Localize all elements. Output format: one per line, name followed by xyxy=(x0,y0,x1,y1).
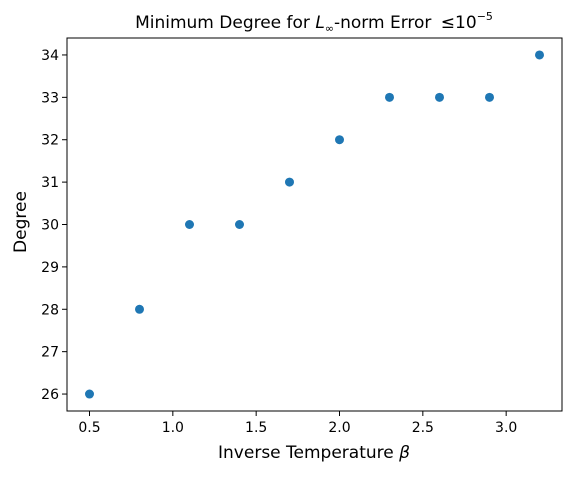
x-tick-label: 3.0 xyxy=(495,420,517,436)
plot-area: 0.5 1.0 1.5 2.0 2.5 3.0 26 27 28 29 30 31 32 33 34 xyxy=(41,37,563,436)
y-tick-label: 32 xyxy=(41,133,59,149)
y-tick-label: 27 xyxy=(41,345,59,361)
x-axis-label-symbol: β xyxy=(398,443,410,463)
chart-title: Minimum Degree for L∞-norm Error ≤10−5 xyxy=(135,10,493,35)
data-point xyxy=(535,50,544,60)
data-point xyxy=(85,389,94,399)
y-tick-label: 33 xyxy=(41,90,59,106)
title-prefix: Minimum Degree for xyxy=(135,13,315,33)
y-tick-label: 30 xyxy=(41,218,59,234)
y-tick-label: 26 xyxy=(41,387,59,403)
y-tick-label: 29 xyxy=(41,260,59,276)
data-points xyxy=(85,50,544,399)
x-axis-ticks: 0.5 1.0 1.5 2.0 2.5 3.0 xyxy=(78,411,517,436)
x-tick-label: 1.5 xyxy=(245,420,267,436)
title-exponent: −5 xyxy=(477,10,493,23)
x-axis-label: Inverse Temperature β xyxy=(218,443,410,463)
x-tick-label: 2.0 xyxy=(328,420,350,436)
title-norm-subscript: ∞ xyxy=(325,22,334,35)
x-axis-label-text: Inverse Temperature xyxy=(218,443,399,463)
title-base: 10 xyxy=(455,13,477,33)
y-tick-label: 34 xyxy=(41,48,59,64)
data-point xyxy=(335,135,344,145)
data-point xyxy=(435,92,444,102)
data-point xyxy=(185,220,194,229)
data-point xyxy=(235,220,244,229)
y-axis-ticks: 26 27 28 29 30 31 32 33 34 xyxy=(41,48,67,403)
data-point xyxy=(285,177,294,187)
x-tick-label: 0.5 xyxy=(78,420,100,436)
x-tick-label: 1.0 xyxy=(162,420,184,436)
title-middle: -norm Error xyxy=(334,13,437,33)
y-axis-label: Degree xyxy=(11,191,31,253)
data-point xyxy=(385,92,394,102)
data-point xyxy=(135,304,144,314)
title-norm-symbol: L xyxy=(315,13,324,33)
y-tick-label: 31 xyxy=(41,175,59,191)
data-point xyxy=(485,92,494,102)
y-tick-label: 28 xyxy=(41,302,59,318)
x-tick-label: 2.5 xyxy=(412,420,434,436)
title-relation: ≤ xyxy=(441,13,455,33)
